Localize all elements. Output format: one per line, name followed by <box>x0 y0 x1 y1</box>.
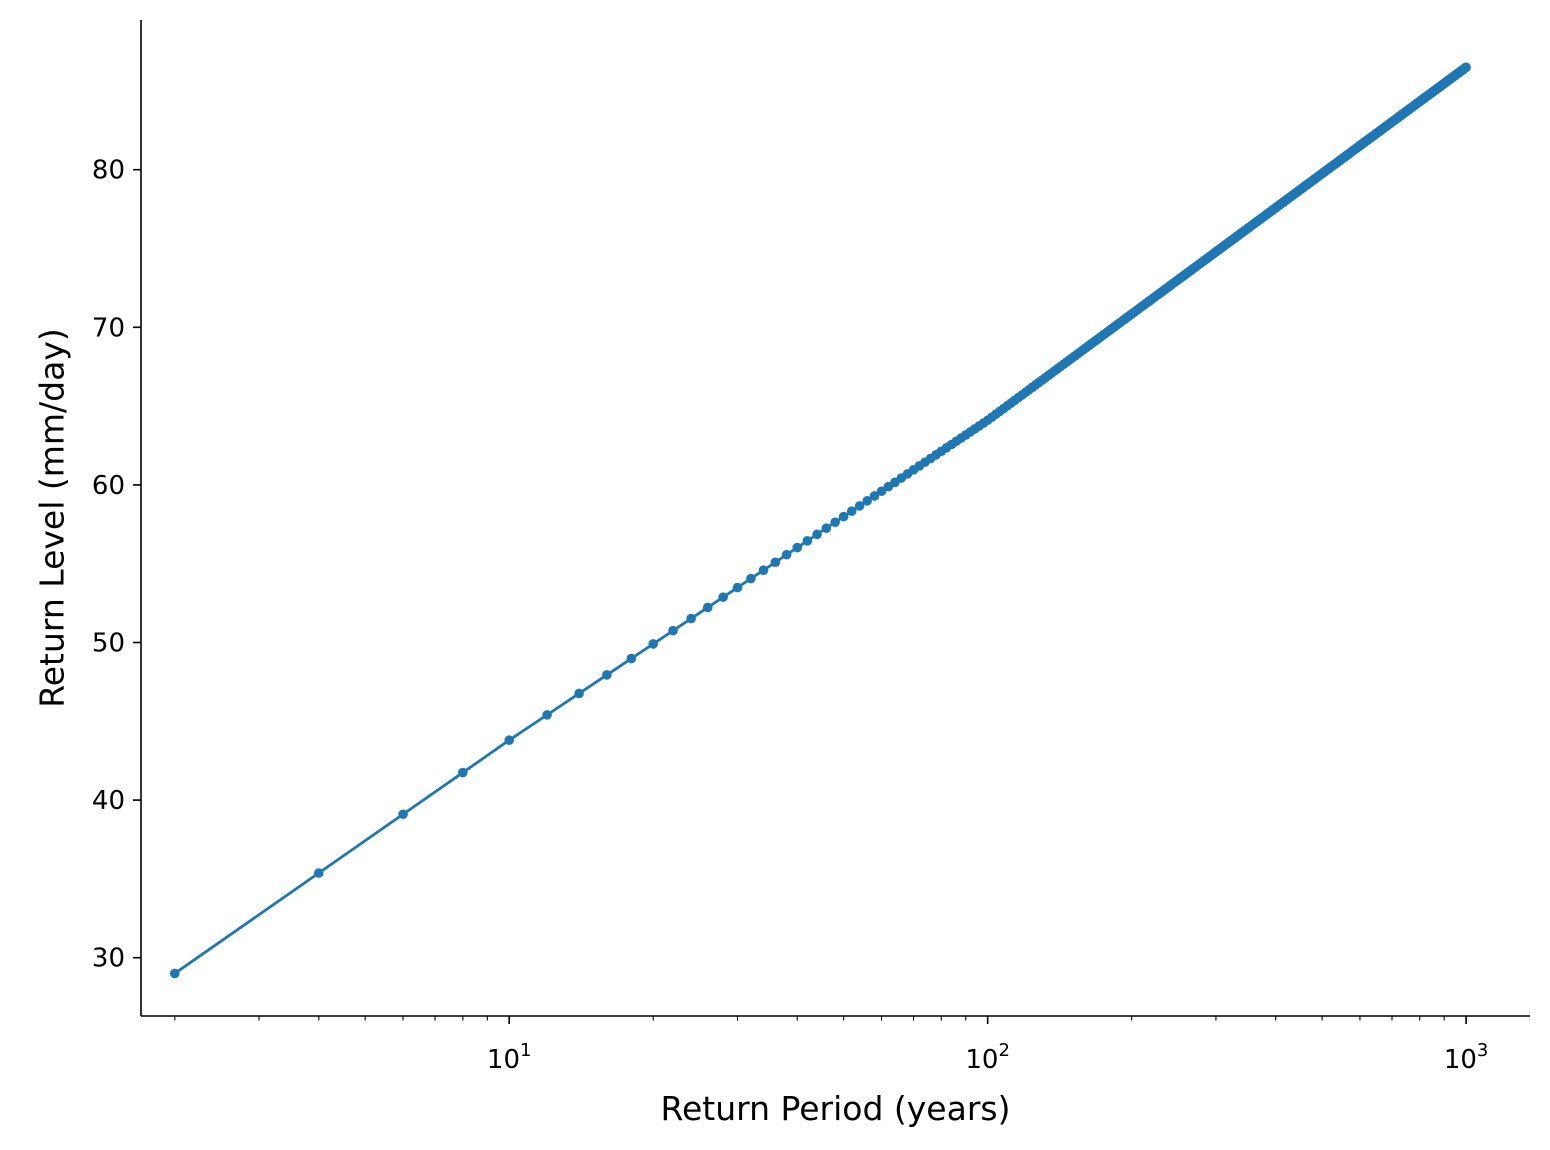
data-point <box>574 688 584 699</box>
y-tick-label: 60 <box>92 471 125 501</box>
x-tick-label: 101 <box>487 1040 532 1075</box>
data-point <box>458 767 468 778</box>
y-tick-label: 40 <box>92 786 125 816</box>
data-point <box>648 639 659 649</box>
data-point <box>169 968 180 979</box>
y-tick-label: 30 <box>92 944 125 974</box>
data-point <box>802 536 813 546</box>
series-points <box>169 62 1471 979</box>
x-axis-ticks: 101 102 103 <box>487 1016 1488 1075</box>
data-point <box>846 506 857 516</box>
data-point <box>792 542 803 553</box>
data-point <box>781 549 792 560</box>
data-point <box>542 710 552 720</box>
data-point <box>504 735 514 746</box>
data-point <box>838 511 849 522</box>
data-point <box>854 501 865 511</box>
data-point <box>702 602 713 613</box>
data-point <box>830 517 840 528</box>
x-tick-label: 103 <box>1444 1040 1489 1075</box>
y-tick-label: 50 <box>92 629 125 659</box>
data-point <box>602 670 612 680</box>
data-point <box>626 653 637 664</box>
data-point <box>746 573 756 584</box>
data-point <box>812 529 822 540</box>
data-point <box>869 491 880 501</box>
y-tick-label: 80 <box>92 156 125 186</box>
data-point <box>668 625 678 636</box>
data-point <box>1461 62 1471 73</box>
data-point <box>398 809 408 820</box>
data-point <box>758 565 769 575</box>
data-point <box>821 523 832 533</box>
x-tick-label: 102 <box>965 1040 1010 1075</box>
y-axis-title: Return Level (mm/day) <box>33 328 72 707</box>
y-axis-ticks: 30 40 50 60 70 80 <box>92 156 141 974</box>
data-point <box>732 582 743 593</box>
series-line <box>173 66 1467 975</box>
data-point <box>314 868 324 878</box>
y-tick-label: 70 <box>92 313 125 343</box>
data-point <box>686 613 696 624</box>
data-point <box>718 592 728 602</box>
data-point <box>876 486 887 497</box>
data-point <box>770 557 781 568</box>
data-point <box>862 496 872 506</box>
x-axis-title: Return Period (years) <box>661 1089 1011 1128</box>
